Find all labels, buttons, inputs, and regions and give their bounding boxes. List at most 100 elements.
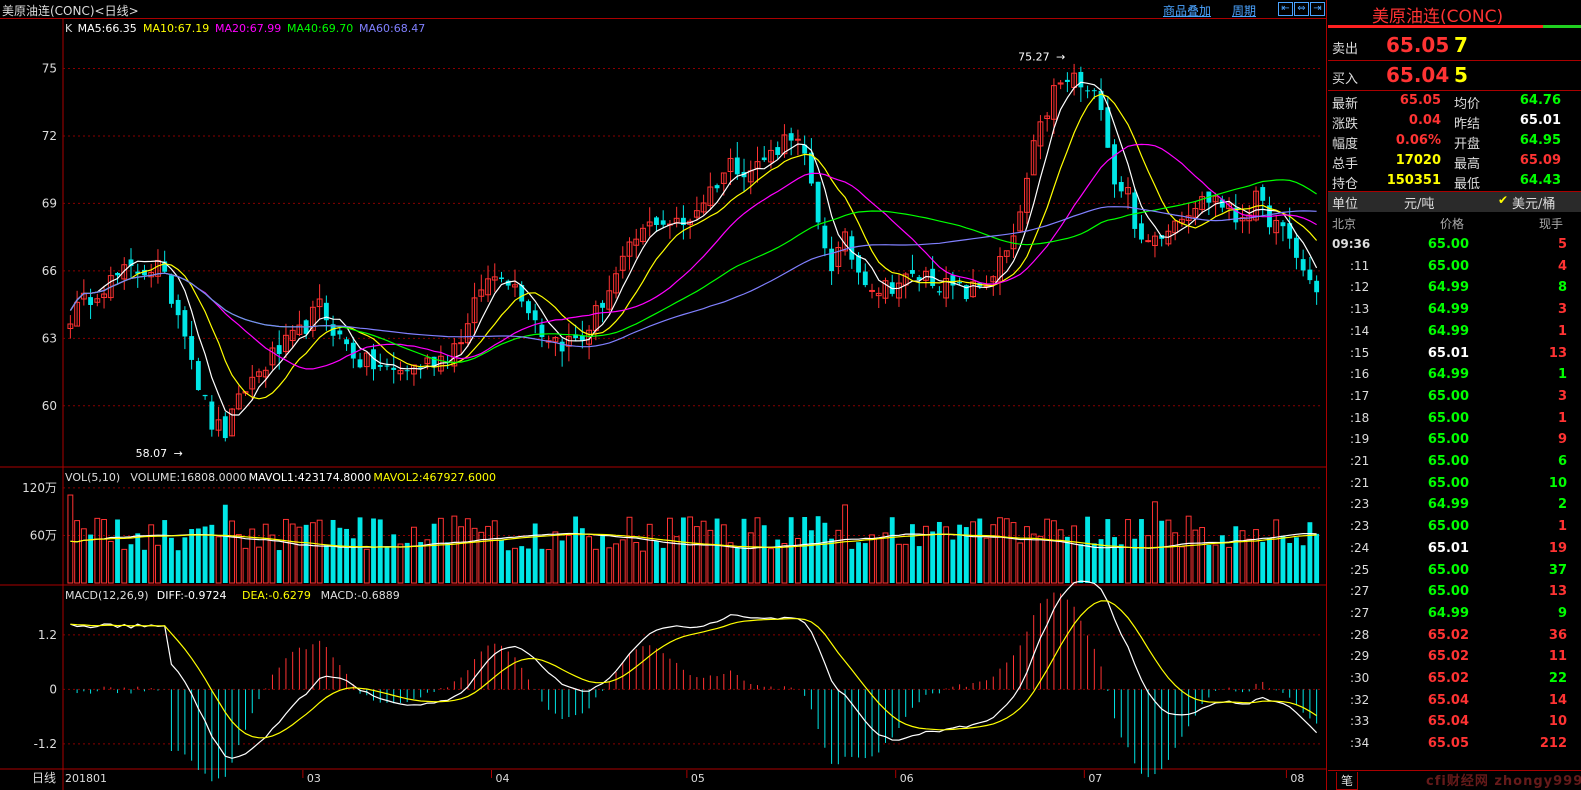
- stat-value: 150351: [1386, 173, 1441, 188]
- volume-bar: [107, 540, 114, 584]
- kline-chart[interactable]: 75 72 69 66 63 60 120万 60万 1.2 0 -1.2 日线 201801 03 04 0…: [0, 0, 1327, 790]
- volume-bar: [687, 516, 694, 584]
- candle-body: [875, 292, 882, 297]
- tick-volume: 9: [1557, 605, 1567, 621]
- candle-body: [1030, 140, 1037, 176]
- candle-body: [1293, 237, 1299, 258]
- tick-volume: 1: [1557, 367, 1567, 383]
- tick-time: :21: [1350, 475, 1370, 490]
- y-tick-label: 63: [42, 331, 57, 345]
- period-link[interactable]: 周期: [1232, 4, 1257, 18]
- candle-body: [458, 342, 465, 345]
- sell-price: 65.05: [1386, 33, 1450, 57]
- volume-bar: [458, 526, 465, 584]
- candle-body: [882, 280, 889, 299]
- candle-body: [559, 341, 565, 352]
- volume-bar: [431, 523, 437, 583]
- candle-body: [1091, 90, 1097, 92]
- tick-volume: 2: [1557, 497, 1567, 513]
- tick-price: 65.04: [1427, 692, 1469, 708]
- tick-volume: 9: [1557, 432, 1567, 448]
- candle-body: [1280, 222, 1286, 227]
- buy-volume: 5: [1454, 63, 1468, 87]
- candle-body: [357, 359, 363, 368]
- stat-value: 65.05: [1399, 93, 1441, 108]
- candle-body: [640, 227, 646, 243]
- ma5-line: [69, 81, 1318, 416]
- tick-time: :29: [1350, 649, 1370, 664]
- window-left-icon[interactable]: ⇤: [1278, 2, 1293, 16]
- candle-body: [526, 301, 531, 314]
- volume-bar: [539, 548, 545, 583]
- tick-price: 64.99: [1427, 302, 1469, 318]
- volume-bar: [889, 517, 895, 583]
- volume-bar: [573, 516, 579, 583]
- volume-bar: [606, 547, 613, 584]
- stat-value: 64.95: [1519, 133, 1561, 148]
- volume-bar: [357, 517, 363, 583]
- x-tick-label: 03: [307, 772, 321, 785]
- volume-bar: [1192, 529, 1199, 584]
- stat-value: 64.76: [1519, 93, 1561, 108]
- volume-bar: [552, 531, 559, 584]
- legend-item: MA40:69.70: [287, 22, 353, 35]
- volume-bar: [829, 538, 835, 583]
- tab-ticks[interactable]: 笔: [1336, 772, 1359, 790]
- stat-label: 幅度: [1332, 137, 1359, 152]
- candle-body: [350, 342, 356, 359]
- volume-bar: [977, 518, 983, 583]
- volume-bar: [1287, 542, 1293, 583]
- unit-option-cny[interactable]: 元/吨: [1404, 197, 1435, 212]
- candle-body: [916, 277, 922, 281]
- volume-bar: [88, 534, 94, 583]
- y-tick-label: 69: [42, 196, 57, 210]
- candle-body: [344, 339, 349, 345]
- volume-bar: [404, 542, 410, 583]
- candle-body: [1226, 203, 1232, 210]
- stat-value: 64.43: [1519, 173, 1561, 188]
- volume-bar: [936, 521, 942, 583]
- tick-time: :24: [1350, 540, 1370, 555]
- tick-price: 65.00: [1427, 454, 1469, 469]
- tick-volume: 4: [1557, 258, 1567, 274]
- candle-body: [162, 261, 168, 272]
- overlay-link[interactable]: 商品叠加: [1163, 4, 1212, 18]
- tick-price: 64.99: [1427, 323, 1469, 339]
- candle-body: [107, 275, 114, 299]
- candle-body: [424, 357, 431, 365]
- candle-body: [1050, 85, 1057, 120]
- tick-time: :21: [1350, 454, 1370, 468]
- candle-body: [1239, 217, 1246, 222]
- volume-bar: [633, 542, 640, 584]
- stat-value: 0.04: [1408, 113, 1441, 128]
- candle-body: [856, 255, 861, 273]
- y-tick-label: 72: [42, 129, 57, 143]
- candle-body: [950, 275, 956, 286]
- candle-body: [142, 269, 147, 276]
- candle-body: [606, 290, 613, 310]
- candle-body: [788, 133, 794, 141]
- volume-bar: [579, 528, 585, 583]
- tick-volume: 14: [1548, 692, 1567, 708]
- legend-item: VOL(5,10): [65, 471, 120, 484]
- volume-bar: [330, 519, 336, 583]
- stat-label: 最高: [1454, 157, 1481, 172]
- tick-price: 65.00: [1427, 388, 1469, 404]
- volume-bar: [626, 516, 633, 584]
- candle-body: [202, 394, 208, 397]
- candle-body: [579, 335, 585, 341]
- candle-body: [384, 365, 390, 367]
- candle-body: [296, 324, 303, 335]
- candle-body: [815, 181, 821, 223]
- tick-volume: 5: [1557, 237, 1567, 252]
- window-right-icon[interactable]: ⇥: [1310, 2, 1325, 16]
- chart-area[interactable]: 美原油连(CONC)<日线> 商品叠加 周期 ⇤ ⇔ ⇥ 75 72 69 66 63 6…: [0, 0, 1327, 790]
- unit-option-usd[interactable]: 美元/桶: [1512, 197, 1556, 212]
- volume-bar: [175, 550, 181, 583]
- volume-bar: [592, 548, 599, 584]
- stat-value: 17020: [1395, 153, 1441, 168]
- volume-bar: [768, 548, 774, 584]
- tick-volume: 212: [1539, 736, 1567, 752]
- volume-bar: [505, 550, 511, 583]
- window-restore-icon[interactable]: ⇔: [1294, 2, 1309, 16]
